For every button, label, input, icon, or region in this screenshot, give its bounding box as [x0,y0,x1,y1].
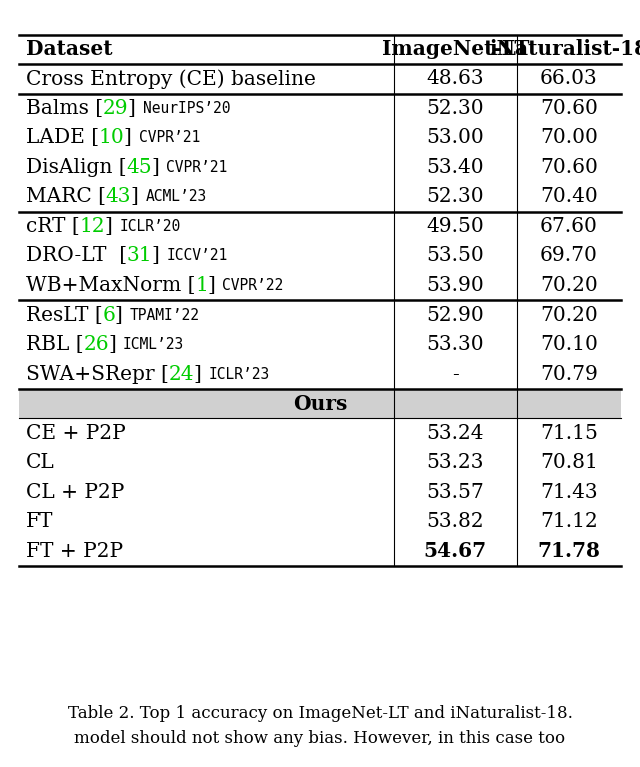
Text: ]: ] [194,364,208,384]
Text: CVPR’21: CVPR’21 [166,160,227,175]
Text: 24: 24 [168,364,194,384]
Text: 10: 10 [99,128,124,147]
Text: 70.20: 70.20 [540,276,598,295]
Text: ]: ] [129,99,143,118]
Text: ]: ] [208,276,222,295]
Text: 52.90: 52.90 [426,305,484,324]
Text: TPAMI’22: TPAMI’22 [129,308,200,323]
Text: 71.15: 71.15 [540,423,598,443]
Text: DRO-LT  [: DRO-LT [ [26,246,127,265]
Text: 29: 29 [103,99,129,118]
Text: ICLR’23: ICLR’23 [208,367,269,382]
Text: 54.67: 54.67 [424,542,487,561]
Text: ICLR’20: ICLR’20 [119,219,180,234]
Text: 71.12: 71.12 [540,512,598,532]
Text: FT: FT [26,512,53,532]
Text: ]: ] [124,128,139,147]
Text: ]: ] [152,158,166,177]
Text: 66.03: 66.03 [540,69,598,88]
Text: 70.60: 70.60 [540,158,598,177]
Text: 49.50: 49.50 [426,217,484,236]
Text: ]: ] [115,305,129,324]
Text: NeurIPS’20: NeurIPS’20 [143,100,230,116]
Text: cRT [: cRT [ [26,217,79,236]
Text: 53.90: 53.90 [426,276,484,295]
Text: Dataset: Dataset [26,39,112,59]
Text: 70.10: 70.10 [540,335,598,354]
Text: ICCV’21: ICCV’21 [166,249,228,264]
Text: 53.50: 53.50 [426,246,484,265]
Text: Table 2. Top 1 accuracy on ImageNet-LT and iNaturalist-18.: Table 2. Top 1 accuracy on ImageNet-LT a… [68,705,572,722]
Text: ACML’23: ACML’23 [145,189,207,205]
Text: 12: 12 [79,217,105,236]
Text: model should not show any bias. However, in this case too: model should not show any bias. However,… [74,730,566,747]
Text: RBL [: RBL [ [26,335,83,354]
Text: CL + P2P: CL + P2P [26,482,124,502]
Text: 52.30: 52.30 [426,99,484,118]
Text: SWA+SRepr [: SWA+SRepr [ [26,364,168,384]
Text: 70.00: 70.00 [540,128,598,147]
Text: CL: CL [26,453,54,472]
Text: 71.43: 71.43 [540,482,598,502]
Text: ResLT [: ResLT [ [26,305,102,324]
Text: 6: 6 [102,305,115,324]
Text: 53.23: 53.23 [427,453,484,472]
Text: Balms [: Balms [ [26,99,103,118]
Text: 53.24: 53.24 [427,423,484,443]
Text: 53.40: 53.40 [426,158,484,177]
Text: 53.57: 53.57 [426,482,484,502]
Text: LADE [: LADE [ [26,128,99,147]
Text: FT + P2P: FT + P2P [26,542,123,561]
Text: 70.60: 70.60 [540,99,598,118]
Text: CE + P2P: CE + P2P [26,423,125,443]
Text: ]: ] [105,217,119,236]
Text: 48.63: 48.63 [426,69,484,88]
Text: Ours: Ours [293,393,347,413]
Text: 53.00: 53.00 [426,128,484,147]
Text: 70.81: 70.81 [540,453,598,472]
Text: Cross Entropy (CE) baseline: Cross Entropy (CE) baseline [26,69,316,89]
Text: CVPR’21: CVPR’21 [139,130,200,146]
Text: WB+MaxNorm [: WB+MaxNorm [ [26,276,195,295]
Text: ]: ] [131,187,145,206]
Text: 43: 43 [106,187,131,206]
Text: 26: 26 [83,335,109,354]
Text: 70.20: 70.20 [540,305,598,324]
Text: iNaturalist-18: iNaturalist-18 [490,39,640,59]
Text: 53.82: 53.82 [426,512,484,532]
Text: 1: 1 [195,276,208,295]
Text: ImageNet-LT: ImageNet-LT [381,39,529,59]
Text: 70.40: 70.40 [540,187,598,206]
Text: 71.78: 71.78 [538,542,600,561]
Text: ICML’23: ICML’23 [123,337,184,352]
Text: 45: 45 [126,158,152,177]
Text: MARC [: MARC [ [26,187,106,206]
Text: ]: ] [109,335,123,354]
Text: 70.79: 70.79 [540,364,598,384]
Text: ]: ] [152,246,166,265]
Text: 69.70: 69.70 [540,246,598,265]
Bar [19,389,621,418]
Text: -: - [452,364,459,384]
Text: 52.30: 52.30 [426,187,484,206]
Text: DisAlign [: DisAlign [ [26,158,126,177]
Text: CVPR’22: CVPR’22 [222,278,284,293]
Text: 31: 31 [127,246,152,265]
Text: 67.60: 67.60 [540,217,598,236]
Text: 53.30: 53.30 [426,335,484,354]
